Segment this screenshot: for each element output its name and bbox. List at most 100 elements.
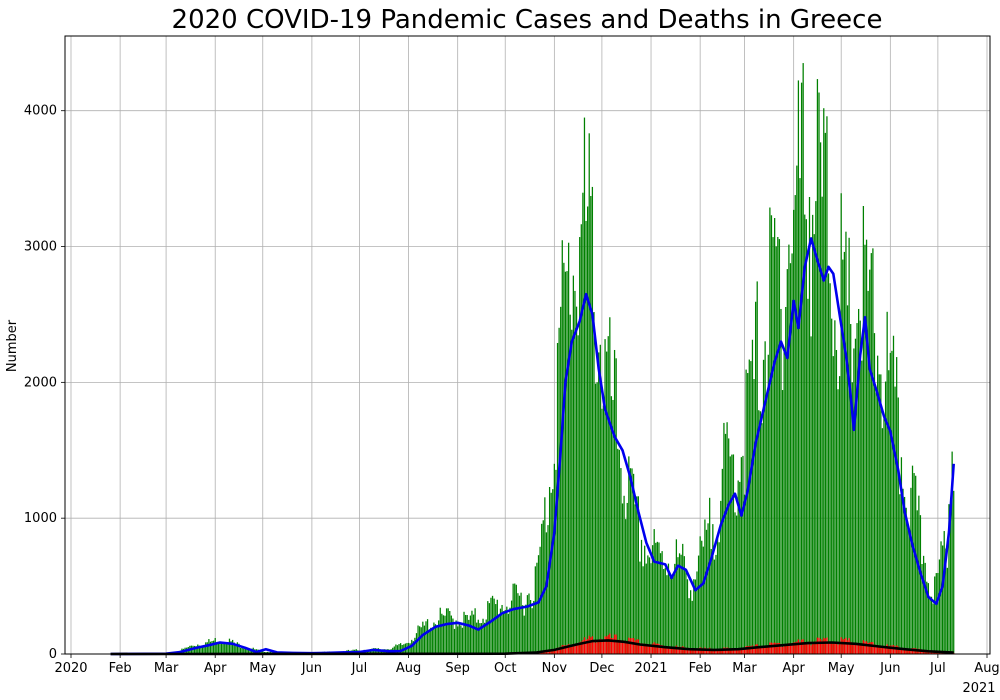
daily-bar bbox=[921, 650, 923, 654]
daily-bar bbox=[606, 636, 608, 654]
daily-bar bbox=[460, 625, 462, 654]
daily-bar bbox=[850, 324, 852, 654]
daily-bar bbox=[561, 645, 563, 654]
daily-bar bbox=[754, 301, 757, 654]
daily-bar bbox=[545, 532, 548, 654]
daily-bar bbox=[845, 637, 847, 654]
daily-bar bbox=[862, 640, 865, 654]
daily-bar bbox=[512, 583, 514, 654]
daily-bar bbox=[793, 642, 795, 654]
daily-bar bbox=[783, 645, 785, 654]
daily-bar bbox=[946, 567, 949, 654]
daily-bar bbox=[647, 644, 649, 654]
daily-bar bbox=[399, 643, 402, 654]
daily-bar bbox=[842, 639, 844, 654]
daily-bar bbox=[604, 636, 606, 654]
daily-bar bbox=[485, 619, 487, 654]
daily-bar bbox=[198, 645, 201, 654]
daily-bar bbox=[564, 645, 567, 654]
daily-bar bbox=[368, 650, 370, 654]
daily-bar bbox=[707, 523, 709, 654]
daily-bar bbox=[769, 207, 771, 655]
daily-bar bbox=[907, 527, 909, 654]
daily-bar bbox=[631, 638, 633, 654]
daily-bar bbox=[552, 489, 554, 654]
daily-bar bbox=[550, 492, 552, 654]
daily-bar bbox=[884, 381, 887, 654]
daily-bar bbox=[818, 637, 820, 654]
daily-bar bbox=[409, 643, 411, 654]
daily-bar bbox=[569, 314, 571, 654]
daily-bar bbox=[826, 116, 828, 654]
daily-bar bbox=[710, 548, 712, 654]
daily-bar bbox=[531, 608, 533, 654]
daily-bar bbox=[772, 643, 774, 654]
daily-bar bbox=[509, 607, 511, 654]
daily-bar bbox=[426, 619, 429, 654]
daily-bar bbox=[537, 555, 540, 654]
daily-bar bbox=[591, 186, 594, 655]
daily-bar bbox=[690, 649, 692, 654]
daily-bar bbox=[629, 638, 632, 654]
daily-bar bbox=[547, 650, 549, 654]
x-tick-label: Mar bbox=[154, 661, 179, 676]
daily-bar bbox=[800, 639, 803, 654]
daily-bar bbox=[754, 644, 757, 654]
daily-bar bbox=[932, 651, 934, 654]
daily-bar bbox=[791, 253, 793, 654]
daily-bar bbox=[802, 639, 804, 654]
daily-bar bbox=[499, 608, 502, 654]
daily-bar bbox=[566, 645, 568, 654]
daily-bar bbox=[731, 454, 733, 654]
daily-bar bbox=[651, 643, 654, 654]
daily-bar bbox=[762, 646, 765, 654]
daily-bar bbox=[702, 546, 704, 654]
daily-bar bbox=[786, 269, 788, 654]
daily-bar bbox=[574, 290, 576, 654]
daily-bar bbox=[632, 638, 635, 654]
daily-bar bbox=[653, 529, 655, 654]
daily-bar bbox=[808, 196, 811, 654]
daily-bar bbox=[642, 566, 644, 654]
daily-bar bbox=[751, 645, 754, 654]
daily-bar bbox=[748, 645, 750, 654]
daily-bar bbox=[737, 480, 739, 654]
daily-bar bbox=[859, 320, 861, 654]
daily-bar bbox=[888, 646, 890, 654]
daily-bar bbox=[831, 318, 833, 654]
daily-bar bbox=[924, 650, 926, 654]
daily-bar bbox=[781, 390, 784, 654]
daily-bar bbox=[922, 650, 925, 654]
daily-bar bbox=[938, 559, 941, 654]
daily-bar bbox=[843, 251, 846, 655]
daily-bar bbox=[696, 571, 698, 654]
daily-bar bbox=[593, 312, 595, 654]
daily-bar bbox=[217, 643, 220, 654]
daily-bar bbox=[793, 209, 795, 654]
daily-bar bbox=[636, 496, 638, 654]
daily-bar bbox=[834, 320, 836, 654]
daily-bar bbox=[869, 642, 871, 654]
y-tick-label: 0 bbox=[49, 647, 57, 662]
daily-bar bbox=[896, 645, 898, 654]
x-tick-label: Dec bbox=[589, 661, 614, 676]
daily-bar bbox=[812, 641, 814, 654]
plot-frame bbox=[64, 35, 991, 655]
daily-bar bbox=[415, 633, 418, 654]
daily-bar bbox=[743, 494, 746, 654]
daily-bar bbox=[474, 608, 476, 654]
daily-bar bbox=[450, 615, 452, 654]
daily-bar bbox=[819, 639, 822, 654]
daily-bar bbox=[926, 651, 928, 654]
daily-bar bbox=[769, 642, 771, 654]
daily-bar bbox=[788, 244, 790, 654]
daily-bar bbox=[596, 642, 598, 654]
daily-bar bbox=[529, 600, 532, 654]
daily-bar bbox=[634, 504, 636, 654]
x-tick-label: Jun bbox=[879, 661, 900, 676]
daily-bar bbox=[791, 643, 793, 654]
x-tick-label: Jul bbox=[929, 661, 946, 676]
moving-average-line bbox=[110, 237, 955, 656]
daily-bar bbox=[735, 650, 738, 654]
daily-bar bbox=[599, 638, 601, 654]
